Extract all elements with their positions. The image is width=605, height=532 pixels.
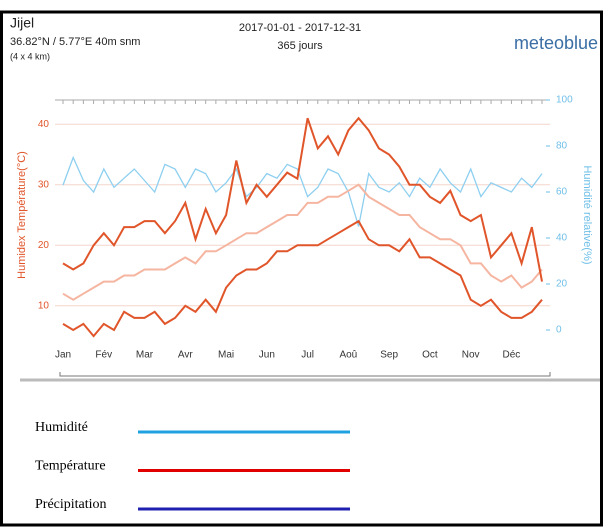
series-line [62, 219, 543, 338]
y-tick-label: 20 [38, 240, 50, 251]
x-tick-label: Oct [422, 350, 438, 361]
y-tick-label: 30 [38, 179, 50, 190]
x-tick-label: Mai [218, 350, 234, 361]
x-tick-label: Jun [259, 350, 275, 361]
coordinates: 36.82°N / 5.77°E 40m snm [10, 36, 140, 48]
frame [0, 10, 603, 527]
x-tick-label: Jul [301, 350, 314, 361]
y2-tick-label: 80 [556, 141, 568, 152]
y2-tick-label: 0 [556, 325, 562, 336]
location: Jijel [10, 15, 34, 31]
x-tick-label: Fév [95, 350, 112, 361]
y2-tick-label: 20 [556, 279, 568, 290]
legend-label: Température [35, 459, 106, 474]
brand: meteoblue [514, 33, 598, 53]
chart-title: 2017-01-01 - 2017-12-31 [239, 22, 361, 34]
legend-label: Humidité [35, 420, 88, 435]
series-line [62, 155, 543, 227]
y-axis-label: Humidex Température(°C) [16, 151, 28, 279]
x-tick-label: Avr [178, 350, 193, 361]
y2-tick-label: 40 [556, 233, 568, 244]
y2-tick-label: 60 [556, 187, 568, 198]
y-tick-label: 40 [38, 119, 50, 130]
series-line [62, 116, 543, 282]
x-tick-label: Déc [503, 350, 521, 361]
x-tick-label: Sep [380, 350, 398, 361]
y2-tick-label: 100 [556, 95, 573, 106]
x-tick-label: Jan [55, 350, 71, 361]
resolution: (4 x 4 km) [10, 51, 50, 61]
x-tick-label: Mar [136, 350, 154, 361]
y2-axis-label: Humidité relative(%) [581, 165, 593, 264]
chart-subtitle: 365 jours [277, 40, 323, 52]
legend-label: Précipitation [35, 497, 107, 512]
x-tick-label: Nov [462, 350, 480, 361]
period-bracket [59, 372, 551, 377]
x-tick-label: Aoû [339, 350, 357, 361]
y-tick-label: 10 [38, 300, 50, 311]
series-line [62, 183, 543, 301]
